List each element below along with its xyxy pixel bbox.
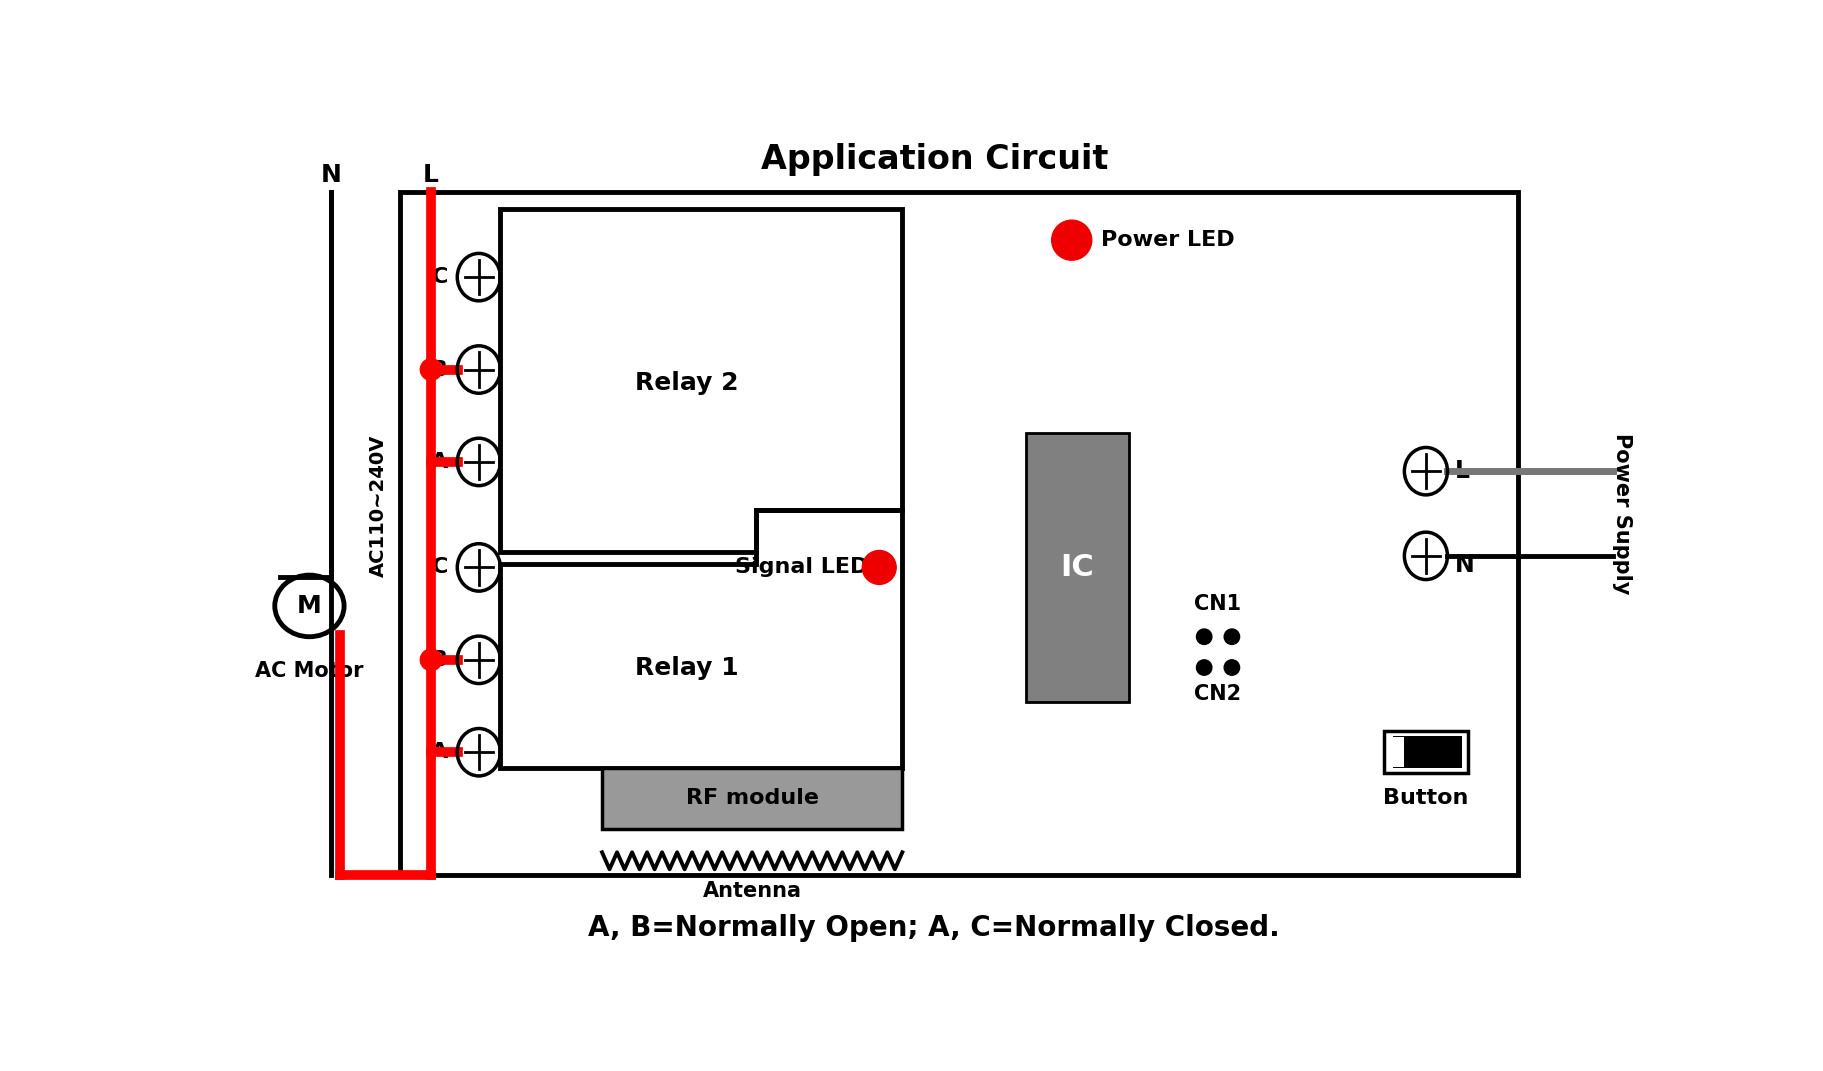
Text: Power LED: Power LED	[1101, 230, 1234, 251]
Polygon shape	[1026, 433, 1130, 703]
Text: IC: IC	[1061, 553, 1094, 582]
Circle shape	[1196, 660, 1212, 675]
Text: C: C	[432, 557, 448, 577]
Text: Application Circuit: Application Circuit	[760, 142, 1108, 176]
Polygon shape	[1393, 737, 1404, 767]
Text: N: N	[321, 163, 341, 186]
Polygon shape	[602, 768, 902, 829]
Text: B: B	[430, 360, 448, 379]
Text: Button: Button	[1384, 788, 1469, 809]
Text: L: L	[1455, 459, 1469, 483]
Text: A: A	[430, 452, 448, 472]
Text: Relay 1: Relay 1	[634, 655, 738, 679]
Circle shape	[421, 649, 441, 670]
Circle shape	[1052, 221, 1092, 260]
Text: C: C	[432, 267, 448, 287]
Text: M: M	[297, 594, 323, 618]
Text: AC110~240V: AC110~240V	[370, 435, 388, 577]
Polygon shape	[1393, 737, 1462, 768]
Text: A, B=Normally Open; A, C=Normally Closed.: A, B=Normally Open; A, C=Normally Closed…	[589, 914, 1280, 941]
Text: RF module: RF module	[685, 788, 819, 809]
Text: A: A	[430, 742, 448, 763]
Circle shape	[421, 359, 441, 380]
Text: B: B	[430, 650, 448, 669]
Text: AC Motor: AC Motor	[255, 662, 363, 681]
Circle shape	[1225, 629, 1240, 645]
Circle shape	[1225, 660, 1240, 675]
Text: Antenna: Antenna	[702, 880, 802, 901]
Circle shape	[1196, 629, 1212, 645]
Circle shape	[862, 550, 897, 585]
Text: L: L	[423, 163, 439, 186]
Text: Signal LED: Signal LED	[735, 557, 868, 577]
Text: Power Supply: Power Supply	[1612, 433, 1632, 594]
Text: N: N	[1455, 553, 1475, 577]
Text: CN2: CN2	[1194, 684, 1241, 705]
Text: Relay 2: Relay 2	[634, 371, 738, 394]
Text: CN1: CN1	[1194, 594, 1241, 615]
